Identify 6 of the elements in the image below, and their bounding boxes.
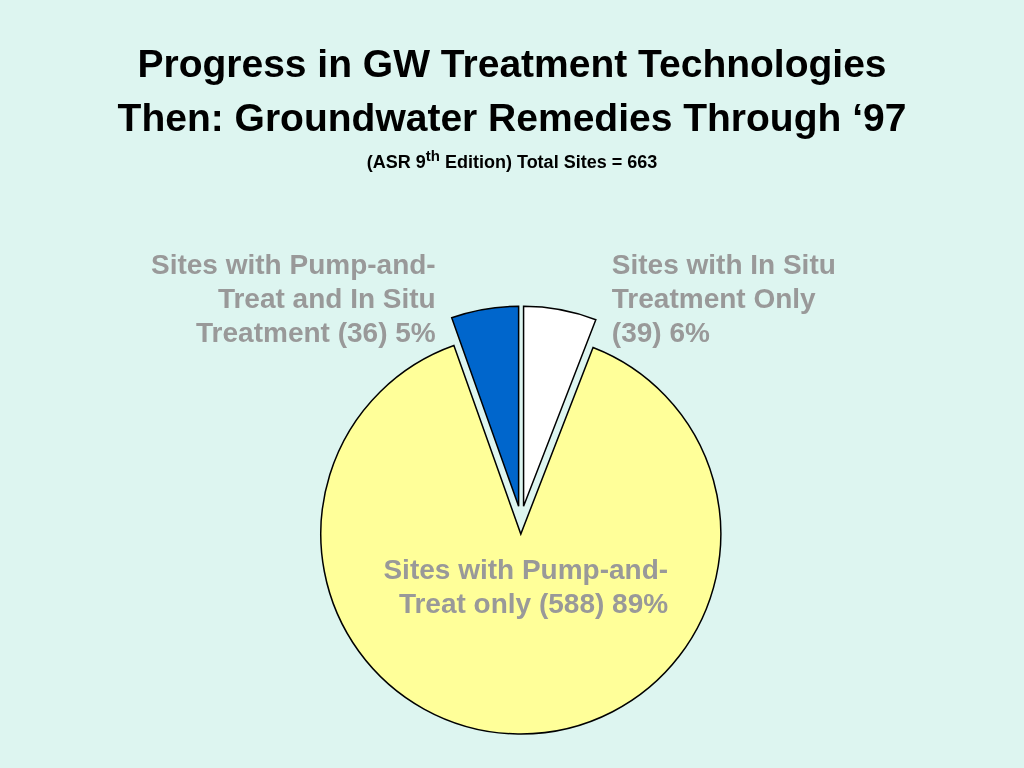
chart-title: Progress in GW Treatment Technologies Then: Groundwater Remedies Through ‘97 <box>116 41 908 141</box>
slice-label: Sites with Pump-and-Treat and In Situ Treatment (36) 5% <box>151 249 436 349</box>
chart-subtitle: (ASR 9$^{th}$ Edition) Total Sites = 663 <box>365 146 659 173</box>
slice-label: Sites with Pump-and-Treat only (588) 89% <box>383 554 669 619</box>
slice-label: Sites with In Situ Treatment Only <box>611 249 836 315</box>
data-label: (39) 6% <box>611 317 710 349</box>
